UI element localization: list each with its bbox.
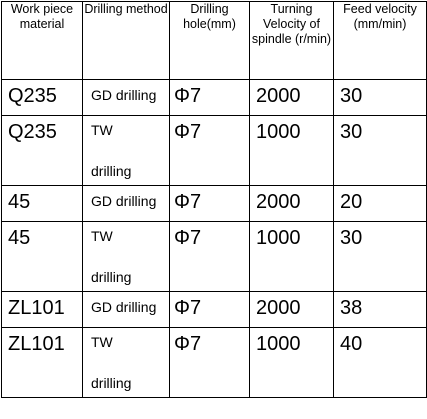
method-line-1: TW — [91, 228, 113, 244]
method-line-2: drilling — [91, 375, 132, 391]
spindle-value: 1000 — [256, 121, 301, 143]
spindle-cell: 1000 — [249, 327, 334, 398]
hole-cell: Φ7 — [169, 185, 250, 222]
material-cell: ZL101 — [1, 327, 83, 398]
method-value: GD drilling — [91, 87, 157, 103]
method-line-1: TW — [91, 122, 113, 138]
spindle-value: 1000 — [256, 227, 301, 249]
drilling-parameters-table: Work piece material Drilling method Dril… — [1, 1, 427, 398]
hole-value: Φ7 — [174, 191, 202, 213]
table-row: ZL101 GD drilling Φ7 2000 38 — [1, 291, 427, 328]
material-value: 45 — [8, 191, 31, 213]
method-line-2: drilling — [91, 163, 132, 179]
header-feed-velocity: Feed velocity (mm/min) — [333, 1, 427, 80]
method-value: TW drilling — [84, 329, 169, 393]
header-hole: Drilling hole(mm) — [169, 1, 250, 80]
feed-value: 30 — [340, 121, 363, 143]
method-value: GD drilling — [91, 299, 157, 315]
header-row: Work piece material Drilling method Dril… — [1, 1, 427, 80]
material-value: 45 — [8, 227, 31, 249]
material-cell: Q235 — [1, 79, 83, 116]
method-cell: GD drilling — [82, 79, 170, 116]
material-cell: 45 — [1, 185, 83, 222]
method-cell: TW drilling — [82, 221, 170, 292]
spindle-value: 2000 — [256, 191, 301, 213]
header-material: Work piece material — [1, 1, 83, 80]
hole-value: Φ7 — [174, 121, 202, 143]
hole-value: Φ7 — [174, 297, 202, 319]
material-value: ZL101 — [8, 297, 65, 319]
method-value: GD drilling — [91, 193, 157, 209]
hole-value: Φ7 — [174, 333, 202, 355]
method-line-2: drilling — [91, 269, 132, 285]
method-line-1: TW — [91, 334, 113, 350]
hole-cell: Φ7 — [169, 79, 250, 116]
method-cell: TW drilling — [82, 327, 170, 398]
method-value: TW drilling — [84, 223, 169, 287]
method-cell: TW drilling — [82, 115, 170, 186]
material-value: Q235 — [8, 121, 57, 143]
spindle-value: 2000 — [256, 85, 301, 107]
table-row: Q235 GD drilling Φ7 2000 30 — [1, 79, 427, 116]
table-row: ZL101 TW drilling Φ7 1000 40 — [1, 327, 427, 398]
hole-value: Φ7 — [174, 85, 202, 107]
feed-cell: 38 — [333, 291, 427, 328]
material-cell: 45 — [1, 221, 83, 292]
feed-cell: 30 — [333, 115, 427, 186]
feed-cell: 30 — [333, 221, 427, 292]
feed-value: 20 — [340, 191, 363, 213]
hole-cell: Φ7 — [169, 327, 250, 398]
spindle-cell: 2000 — [249, 79, 334, 116]
feed-value: 40 — [340, 333, 363, 355]
spindle-value: 1000 — [256, 333, 301, 355]
feed-cell: 20 — [333, 185, 427, 222]
spindle-cell: 2000 — [249, 185, 334, 222]
method-value: TW drilling — [84, 117, 169, 181]
spindle-cell: 2000 — [249, 291, 334, 328]
material-cell: Q235 — [1, 115, 83, 186]
spindle-cell: 1000 — [249, 115, 334, 186]
material-value: ZL101 — [8, 333, 65, 355]
feed-cell: 30 — [333, 79, 427, 116]
hole-cell: Φ7 — [169, 221, 250, 292]
spindle-cell: 1000 — [249, 221, 334, 292]
feed-value: 30 — [340, 227, 363, 249]
table-row: 45 GD drilling Φ7 2000 20 — [1, 185, 427, 222]
feed-value: 30 — [340, 85, 363, 107]
method-cell: GD drilling — [82, 185, 170, 222]
method-cell: GD drilling — [82, 291, 170, 328]
hole-cell: Φ7 — [169, 291, 250, 328]
header-spindle-velocity: Turning Velocity of spindle (r/min) — [249, 1, 334, 80]
feed-cell: 40 — [333, 327, 427, 398]
hole-cell: Φ7 — [169, 115, 250, 186]
feed-value: 38 — [340, 297, 363, 319]
spindle-value: 2000 — [256, 297, 301, 319]
material-cell: ZL101 — [1, 291, 83, 328]
table-row: 45 TW drilling Φ7 1000 30 — [1, 221, 427, 292]
hole-value: Φ7 — [174, 227, 202, 249]
table-row: Q235 TW drilling Φ7 1000 30 — [1, 115, 427, 186]
material-value: Q235 — [8, 85, 57, 107]
header-method: Drilling method — [82, 1, 170, 80]
